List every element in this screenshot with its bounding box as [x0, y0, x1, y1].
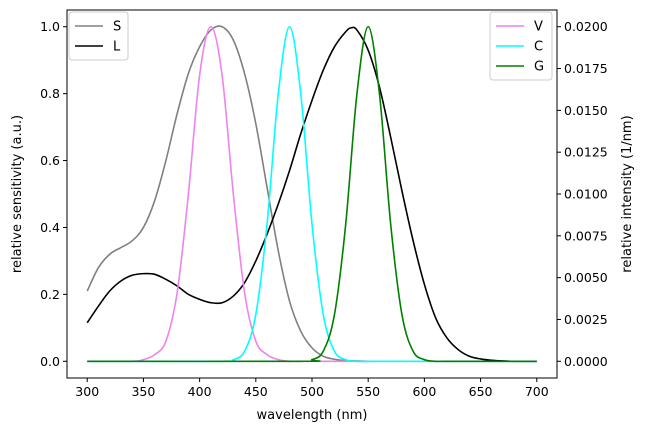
legend-right: VCG	[489, 11, 553, 81]
right-y-tick-label: 0.0150	[564, 103, 608, 118]
left-y-tick-label: 1.0	[40, 19, 60, 34]
right-y-tick-label: 0.0000	[564, 354, 608, 369]
left-y-tick-label: 0.6	[40, 153, 60, 168]
series-line-V	[87, 25, 537, 363]
right-y-tick-label: 0.0050	[564, 270, 608, 285]
right-y-tick-label: 0.0075	[564, 228, 608, 243]
left-y-axis-ticks: 0.0 0.2 0.4 0.6 0.8 1.0	[40, 19, 67, 369]
legend-label-L: L	[113, 40, 121, 55]
left-y-axis-label: relative sensitivity (a.u.)	[10, 115, 25, 273]
plot-frame	[66, 9, 558, 379]
series-line-L	[86, 26, 537, 363]
right-y-tick-label: 0.0125	[564, 145, 608, 160]
series-line-C	[87, 25, 537, 363]
left-y-tick-label: 0.0	[40, 354, 60, 369]
left-y-tick-label: 0.8	[40, 86, 60, 101]
x-tick-label: 600	[412, 384, 436, 399]
x-tick-label: 450	[244, 384, 268, 399]
left-y-tick-label: 0.4	[40, 220, 60, 235]
x-tick-label: 300	[75, 384, 99, 399]
x-tick-label: 650	[469, 384, 493, 399]
right-series-lines	[87, 25, 537, 363]
right-y-tick-label: 0.0025	[564, 312, 608, 327]
left-series-lines	[86, 25, 537, 363]
x-axis-ticks: 300 350 400 450 500 550 600 650 700	[75, 378, 549, 399]
series-line-S	[86, 25, 369, 363]
x-tick-label: 500	[300, 384, 324, 399]
legend-label-S: S	[113, 20, 121, 35]
legend-label-V: V	[534, 20, 543, 35]
x-tick-label: 550	[356, 384, 380, 399]
x-tick-label: 700	[525, 384, 549, 399]
legend-left: SL	[68, 11, 129, 61]
legend-box	[68, 11, 129, 61]
x-tick-label: 400	[188, 384, 212, 399]
legend-label-C: C	[534, 40, 543, 55]
series-line-G	[87, 25, 537, 363]
right-y-axis-label: relative intensity (1/nm)	[620, 115, 635, 272]
left-y-tick-label: 0.2	[40, 287, 60, 302]
right-y-tick-label: 0.0200	[564, 19, 608, 34]
x-tick-label: 350	[131, 384, 155, 399]
legend-label-G: G	[534, 60, 544, 75]
right-y-tick-label: 0.0175	[564, 61, 608, 76]
right-y-tick-label: 0.0100	[564, 187, 608, 202]
x-axis-label: wavelength (nm)	[257, 408, 368, 423]
right-y-axis-ticks: 0.0000 0.0025 0.0050 0.0075 0.0100 0.0125 0.01…	[557, 19, 608, 369]
